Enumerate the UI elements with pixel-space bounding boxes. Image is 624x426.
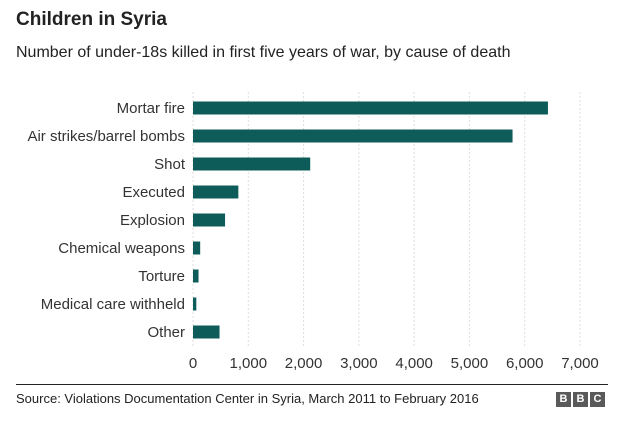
bar <box>193 129 513 143</box>
x-tick-label: 7,000 <box>561 355 599 372</box>
category-label: Mortar fire <box>117 100 185 117</box>
x-tick-label: 3,000 <box>340 355 378 372</box>
bar-chart: Mortar fire Air strikes/barrel bombs Shot E… <box>27 92 599 372</box>
bar <box>193 157 311 171</box>
x-tick-label: 0 <box>189 355 197 372</box>
x-tick-label: 1,000 <box>230 355 268 372</box>
x-tick-label: 4,000 <box>395 355 433 372</box>
x-tick-label: 2,000 <box>285 355 323 372</box>
bar <box>193 213 226 227</box>
bar <box>193 241 201 255</box>
bar <box>193 101 548 115</box>
bar <box>193 269 199 283</box>
chart-title: Children in Syria <box>16 9 167 30</box>
category-label: Torture <box>138 268 185 285</box>
category-label: Executed <box>122 184 185 201</box>
bar <box>193 325 220 339</box>
category-label: Air strikes/barrel bombs <box>27 128 185 145</box>
bar <box>193 185 239 199</box>
footer-divider <box>16 384 608 385</box>
category-label: Chemical weapons <box>58 240 185 257</box>
chart-subtitle: Number of under-18s killed in first five… <box>16 44 511 61</box>
category-labels: Mortar fire Air strikes/barrel bombs Shot E… <box>27 100 185 341</box>
x-tick-label: 5,000 <box>451 355 489 372</box>
x-tick-labels: 0 1,000 2,000 3,000 4,000 5,000 6,000 7,000 <box>189 355 599 372</box>
category-label: Medical care withheld <box>41 296 185 313</box>
source-note: Source: Violations Documentation Center … <box>16 391 479 406</box>
category-label: Shot <box>154 156 186 173</box>
category-label: Other <box>147 324 185 341</box>
bbc-logo-letter: B <box>573 392 588 407</box>
bbc-logo: B B C <box>556 392 605 407</box>
bars <box>193 101 548 339</box>
category-label: Explosion <box>120 212 185 229</box>
bbc-logo-letter: C <box>590 392 605 407</box>
x-tick-label: 6,000 <box>506 355 544 372</box>
bar <box>193 297 197 311</box>
bbc-logo-letter: B <box>556 392 571 407</box>
